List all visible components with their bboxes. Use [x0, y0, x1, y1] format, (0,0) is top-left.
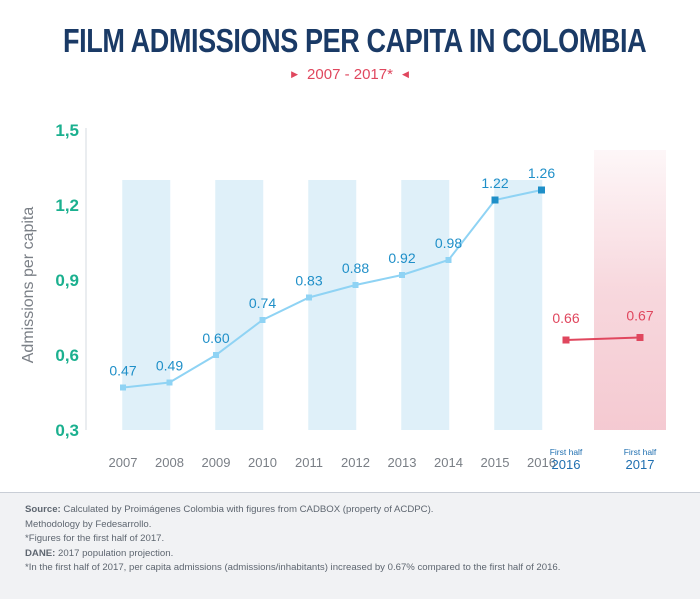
data-label: 0.74	[249, 295, 276, 311]
note-line-1: *Figures for the first half of 2017.	[25, 533, 165, 544]
data-point	[259, 317, 266, 323]
x-tick-label: 2016	[527, 455, 556, 470]
series-line-annual	[122, 189, 542, 389]
x-tick-label: 2013	[388, 455, 417, 470]
note-line-2: *In the first half of 2017, per capita a…	[25, 562, 561, 573]
data-point	[166, 379, 173, 386]
footer-notes: Source: Calculated by Proimágenes Colomb…	[0, 492, 700, 599]
dane-line: DANE: 2017 population projection.	[25, 547, 700, 562]
data-point	[213, 352, 219, 358]
data-label: 0.67	[626, 308, 653, 324]
y-tick-label: 1,5	[55, 121, 79, 140]
data-point	[306, 294, 312, 301]
data-point	[491, 196, 499, 204]
x-tick-label: 2015	[481, 455, 510, 470]
data-point	[562, 336, 570, 344]
data-label: 0.49	[156, 358, 183, 374]
data-label: 0.66	[552, 310, 579, 326]
x-tick-label: 2016	[552, 457, 581, 472]
x-tick-label-top: First half	[624, 447, 657, 457]
x-tick-label: 2010	[248, 455, 277, 470]
background-band	[401, 180, 450, 430]
data-point	[538, 186, 545, 194]
data-point	[352, 282, 359, 288]
y-tick-label: 1,2	[55, 196, 79, 215]
x-tick-label: 2009	[202, 455, 231, 470]
x-tick-label: 2011	[295, 455, 323, 470]
line-chart: 0,3 0,6 0,9 1,2 1,5 Admissions per capita 0.47…	[20, 121, 666, 472]
x-tick-label-top: First half	[550, 447, 583, 457]
data-label: 0.83	[295, 273, 322, 289]
y-tick-label: 0,3	[55, 421, 79, 440]
x-tick-label: 2008	[155, 455, 184, 470]
chart-subtitle: 2007 - 2017*	[307, 66, 393, 83]
data-point	[445, 257, 452, 263]
source-line: Source: Calculated by Proimágenes Colomb…	[25, 503, 700, 518]
x-tick-label: 2017	[626, 457, 655, 472]
data-label: 1.26	[528, 165, 555, 181]
y-tick-label: 0,6	[55, 346, 79, 365]
y-axis-label: Admissions per capita	[20, 207, 37, 364]
highlight-band	[594, 150, 666, 430]
source-label: Source:	[25, 504, 61, 515]
series-line-first-half	[565, 336, 641, 341]
chart-title: FILM ADMISSIONS PER CAPITA IN COLOMBIA	[63, 22, 647, 59]
methodology-line: Methodology by Fedesarrollo.	[25, 518, 152, 530]
background-band	[308, 180, 357, 430]
dane-text: 2017 population projection.	[55, 547, 174, 559]
triangle-right-icon: ▶	[291, 69, 299, 79]
x-tick-label: 2007	[109, 455, 138, 470]
data-label: 0.47	[109, 363, 136, 379]
x-tick-label: 2014	[434, 455, 463, 470]
data-label: 0.60	[202, 330, 229, 346]
background-band	[494, 180, 543, 430]
data-label: 0.88	[342, 260, 369, 276]
chart-subtitle-row: ▶ 2007 - 2017* ◀	[0, 66, 700, 83]
data-point	[399, 272, 405, 278]
background-band	[122, 180, 171, 430]
triangle-left-icon: ◀	[401, 69, 409, 79]
data-label: 0.92	[388, 250, 415, 266]
background-band	[215, 180, 264, 430]
dane-label: DANE:	[25, 547, 56, 559]
data-point	[120, 384, 126, 391]
data-point	[636, 334, 644, 341]
data-label: 1.22	[481, 175, 508, 191]
x-tick-label: 2012	[341, 455, 370, 470]
data-label: 0.98	[435, 235, 462, 251]
y-tick-label: 0,9	[55, 271, 79, 290]
source-text: Calculated by Proimágenes Colombia with …	[60, 504, 434, 515]
